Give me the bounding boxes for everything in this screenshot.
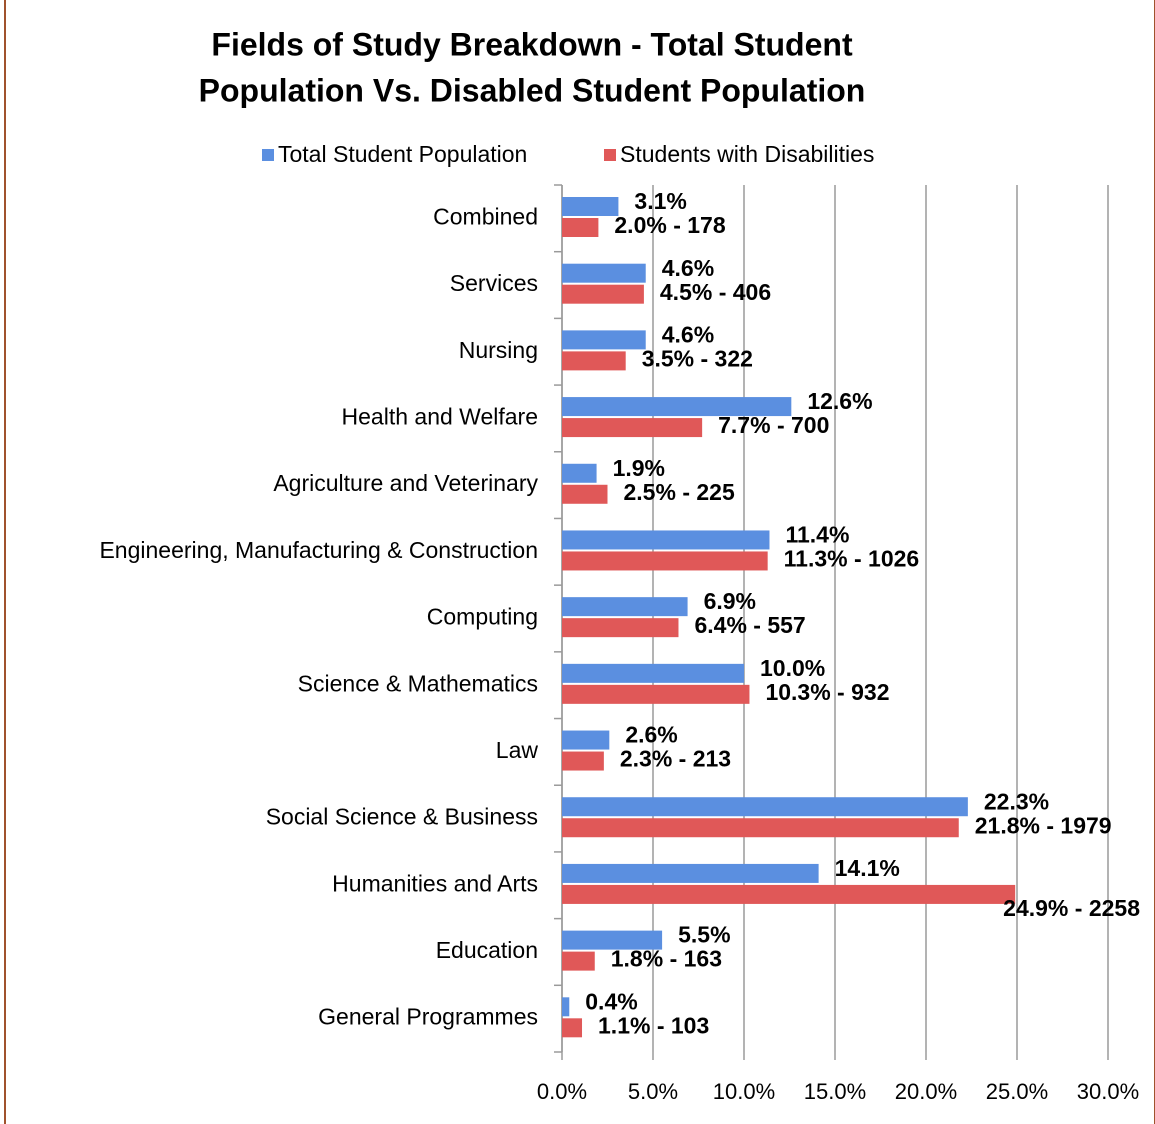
- value-label: 21.8% - 1979: [975, 812, 1112, 838]
- x-tick-label: 20.0%: [895, 1079, 957, 1104]
- value-label: 4.5% - 406: [660, 279, 771, 305]
- value-label: 2.3% - 213: [620, 746, 731, 772]
- value-label: 4.6%: [662, 321, 714, 347]
- value-label: 2.0% - 178: [614, 212, 725, 238]
- value-label: 6.4% - 557: [694, 612, 805, 638]
- value-label: 3.5% - 322: [642, 345, 753, 371]
- bar: [562, 397, 792, 417]
- y-tick-label: Nursing: [459, 337, 538, 363]
- y-tick-label: Computing: [427, 604, 538, 630]
- y-tick-label: Agriculture and Veterinary: [273, 470, 538, 496]
- value-label: 4.6%: [662, 255, 714, 281]
- value-label: 11.4%: [785, 522, 849, 548]
- value-label: 12.6%: [807, 388, 872, 414]
- y-tick-label: Law: [496, 737, 539, 763]
- y-tick-label: Health and Welfare: [342, 404, 538, 430]
- y-tick-label: General Programmes: [318, 1004, 538, 1030]
- bar: [562, 930, 663, 950]
- bar: [562, 997, 570, 1017]
- y-tick-label: Humanities and Arts: [332, 870, 538, 896]
- legend-swatch: [604, 149, 616, 161]
- bar: [562, 530, 770, 550]
- bar: [562, 884, 1016, 904]
- y-tick-label: Combined: [433, 203, 538, 229]
- y-tick-label: Science & Mathematics: [298, 670, 538, 696]
- bar: [562, 484, 608, 504]
- y-tick-label: Services: [450, 270, 538, 296]
- bar: [562, 218, 599, 237]
- bar: [562, 1018, 583, 1038]
- bar: [562, 351, 626, 371]
- x-tick-label: 0.0%: [537, 1079, 587, 1104]
- bar: [562, 263, 646, 283]
- value-label: 2.5% - 225: [624, 479, 735, 505]
- chart-title: Population Vs. Disabled Student Populati…: [199, 72, 866, 108]
- value-label: 6.9%: [704, 588, 756, 614]
- value-label: 1.9%: [613, 455, 665, 481]
- x-tick-label: 15.0%: [804, 1079, 866, 1104]
- bar: [562, 197, 619, 216]
- bar: [562, 863, 819, 883]
- y-tick-label: Engineering, Manufacturing & Constructio…: [99, 537, 538, 563]
- y-tick-label: Education: [436, 937, 538, 963]
- value-label: 22.3%: [984, 788, 1049, 814]
- value-label: 1.1% - 103: [598, 1012, 709, 1038]
- value-label: 1.8% - 163: [611, 946, 722, 972]
- bar: [562, 463, 597, 483]
- value-label: 3.1%: [634, 188, 686, 214]
- x-tick-label: 5.0%: [628, 1079, 678, 1104]
- bar: [562, 797, 968, 817]
- value-label: 10.0%: [760, 655, 825, 681]
- bar: [562, 597, 688, 617]
- value-label: 24.9% - 2258: [1003, 895, 1140, 921]
- frame: [4, 0, 1155, 1124]
- value-label: 5.5%: [678, 922, 730, 948]
- bar: [562, 663, 744, 683]
- chart-title: Fields of Study Breakdown - Total Studen…: [211, 26, 853, 62]
- y-tick-label: Social Science & Business: [266, 804, 538, 830]
- bar: [562, 684, 750, 704]
- value-label: 0.4%: [585, 988, 637, 1014]
- legend-swatch: [262, 149, 274, 161]
- bar: [562, 330, 646, 350]
- value-label: 14.1%: [835, 855, 900, 881]
- x-tick-label: 10.0%: [713, 1079, 775, 1104]
- x-tick-label: 25.0%: [986, 1079, 1048, 1104]
- bar: [562, 284, 644, 304]
- x-tick-label: 30.0%: [1077, 1079, 1139, 1104]
- value-label: 10.3% - 932: [765, 679, 889, 705]
- value-label: 11.3% - 1026: [784, 546, 920, 572]
- bar: [562, 551, 768, 571]
- bar: [562, 418, 703, 438]
- bar: [562, 951, 595, 971]
- bar: [562, 751, 604, 771]
- legend-label: Students with Disabilities: [620, 141, 874, 167]
- bar: [562, 818, 959, 838]
- value-label: 2.6%: [625, 722, 677, 748]
- legend-label: Total Student Population: [278, 141, 527, 167]
- bar: [562, 618, 679, 638]
- bar: [562, 730, 610, 750]
- value-label: 7.7% - 700: [718, 412, 829, 438]
